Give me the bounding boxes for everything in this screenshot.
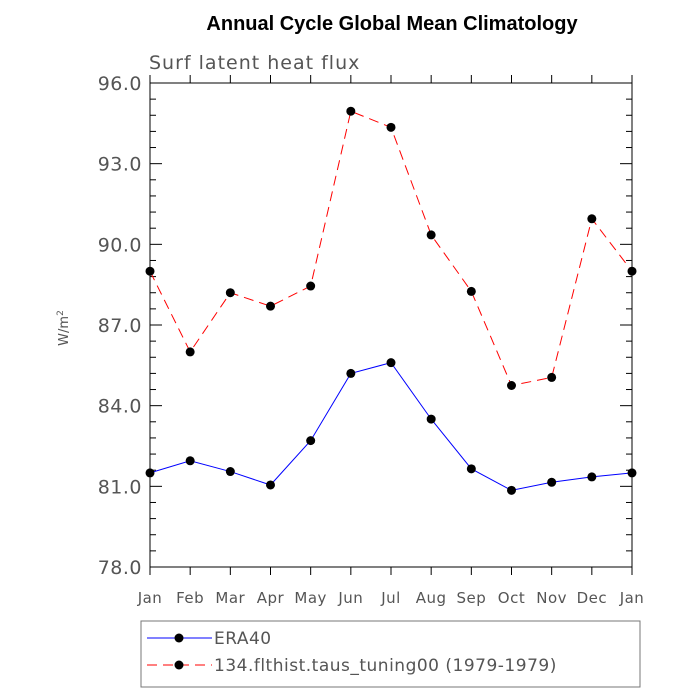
series-era40 xyxy=(145,358,637,495)
y-axis-label: W/m2 xyxy=(56,310,72,346)
chart-title: Annual Cycle Global Mean Climatology xyxy=(206,13,578,35)
x-tick-label: Nov xyxy=(536,589,567,607)
legend-item: ERA40 xyxy=(147,629,272,649)
data-point xyxy=(426,230,436,240)
y-axis-label-sup: 2 xyxy=(56,310,66,316)
y-tick-label: 96.0 xyxy=(98,73,142,95)
plot-frame xyxy=(149,82,633,568)
data-point xyxy=(225,288,235,298)
series-line xyxy=(149,362,633,491)
x-tick-label: Jul xyxy=(380,589,401,607)
data-point xyxy=(266,480,275,490)
chart-subtitle: Surf latent heat flux xyxy=(149,52,360,74)
data-point xyxy=(627,468,637,478)
legend-item: 134.flthist.taus_tuning00 (1979-1979) xyxy=(147,656,557,676)
x-tick-label: Mar xyxy=(215,589,245,607)
data-point xyxy=(306,436,316,446)
data-point xyxy=(185,456,195,466)
data-point xyxy=(346,106,356,116)
data-point xyxy=(346,368,356,378)
x-tick-label: May xyxy=(294,589,327,607)
data-point xyxy=(466,464,476,474)
y-tick-label: 84.0 xyxy=(98,396,142,418)
x-axis: Jan Feb Mar Apr May Jun Jul Aug Sep Oct Nov Dec Jan xyxy=(137,75,645,607)
data-point xyxy=(466,286,476,296)
data-point xyxy=(627,266,637,276)
legend-label: 134.flthist.taus_tuning00 (1979-1979) xyxy=(214,656,557,676)
x-tick-label: Jun xyxy=(337,589,363,607)
x-tick-label: Oct xyxy=(498,589,525,607)
x-tick-label: Jan xyxy=(137,589,163,607)
series-model xyxy=(145,106,637,390)
y-tick-label: 90.0 xyxy=(98,234,142,256)
x-tick-label: Jan xyxy=(619,589,645,607)
x-tick-label: Aug xyxy=(416,589,447,607)
x-tick-label: Sep xyxy=(456,589,486,607)
series-line xyxy=(149,110,633,387)
minor-ticks xyxy=(150,98,632,552)
data-point xyxy=(145,468,155,478)
data-point xyxy=(507,485,516,495)
data-point xyxy=(426,414,436,424)
data-point xyxy=(386,358,396,368)
legend-box xyxy=(140,620,641,688)
data-point xyxy=(587,472,597,482)
legend-label: ERA40 xyxy=(214,629,272,649)
y-tick-label: 93.0 xyxy=(98,154,142,176)
y-axis-label-text: W/m xyxy=(57,316,72,346)
legend: ERA40 134.flthist.taus_tuning00 (1979-197… xyxy=(140,620,641,688)
data-point xyxy=(225,467,235,477)
series-layer xyxy=(145,106,637,495)
y-tick-label: 78.0 xyxy=(98,557,142,579)
y-tick-label: 81.0 xyxy=(98,476,142,498)
y-axis: 78.0 81.0 84.0 87.0 90.0 93.0 96.0 xyxy=(98,73,632,579)
data-point xyxy=(306,281,316,291)
data-point xyxy=(587,214,597,224)
data-point xyxy=(547,372,557,382)
x-tick-label: Apr xyxy=(257,589,285,607)
data-point xyxy=(507,381,516,390)
data-point xyxy=(547,477,557,487)
x-tick-label: Feb xyxy=(176,589,204,607)
x-tick-label: Dec xyxy=(577,589,608,607)
data-point xyxy=(266,301,275,311)
legend-marker xyxy=(174,633,184,643)
data-point xyxy=(145,266,155,276)
data-point xyxy=(185,347,195,357)
y-tick-label: 87.0 xyxy=(98,315,142,337)
legend-marker xyxy=(174,660,184,670)
data-point xyxy=(386,122,396,132)
